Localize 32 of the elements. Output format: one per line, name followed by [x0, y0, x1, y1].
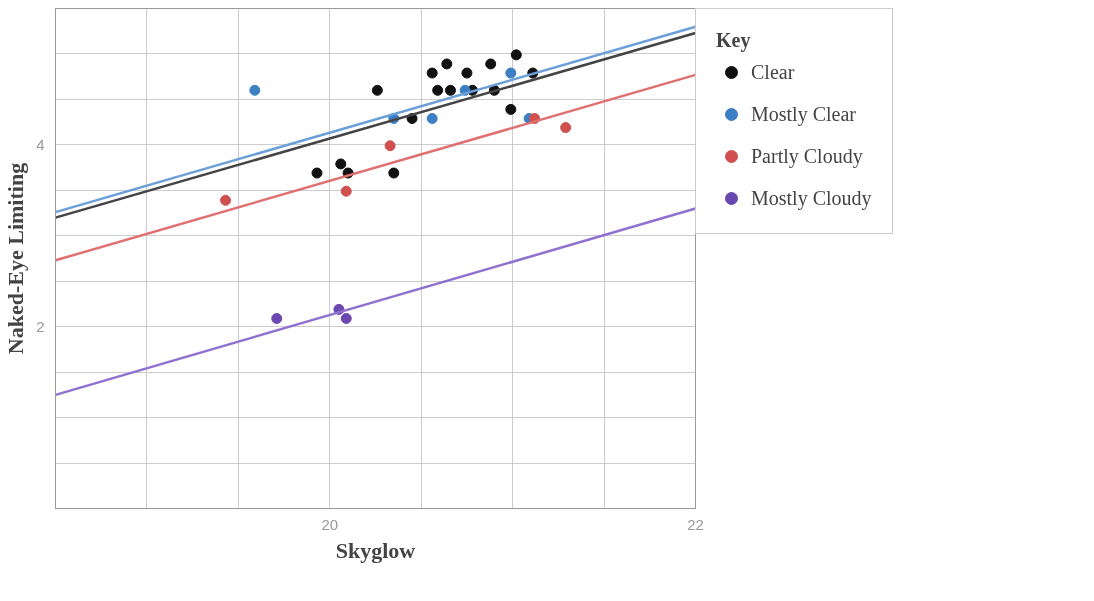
point — [426, 113, 438, 124]
point — [384, 140, 396, 152]
y-axis-title: Naked-Eye Limiting — [3, 162, 29, 355]
legend-label: Mostly Cloudy — [751, 186, 872, 210]
legend-label: Partly Cloudy — [751, 144, 863, 168]
x-axis-title: Skyglow — [335, 537, 416, 563]
point — [249, 84, 261, 96]
x-tick-label: 20 — [321, 515, 339, 533]
point — [340, 313, 352, 324]
legend-title: Key — [716, 29, 752, 52]
point — [505, 103, 517, 115]
legend-label: Clear — [751, 60, 795, 84]
point — [505, 67, 517, 79]
point — [485, 58, 497, 70]
point — [426, 67, 438, 79]
x-tick-label: 22 — [687, 515, 704, 533]
point — [441, 58, 453, 70]
legend-label: Mostly Clear — [751, 102, 856, 126]
point — [432, 84, 444, 96]
point — [388, 167, 400, 179]
y-tick-label: 4 — [36, 135, 45, 153]
point — [335, 158, 347, 170]
point — [340, 185, 352, 197]
point — [510, 49, 522, 61]
point — [271, 313, 283, 324]
point — [560, 122, 572, 134]
point — [461, 67, 473, 79]
y-tick-label: 2 — [36, 317, 45, 335]
point — [371, 84, 383, 96]
point — [220, 194, 232, 206]
point — [311, 167, 323, 179]
point — [444, 84, 456, 96]
